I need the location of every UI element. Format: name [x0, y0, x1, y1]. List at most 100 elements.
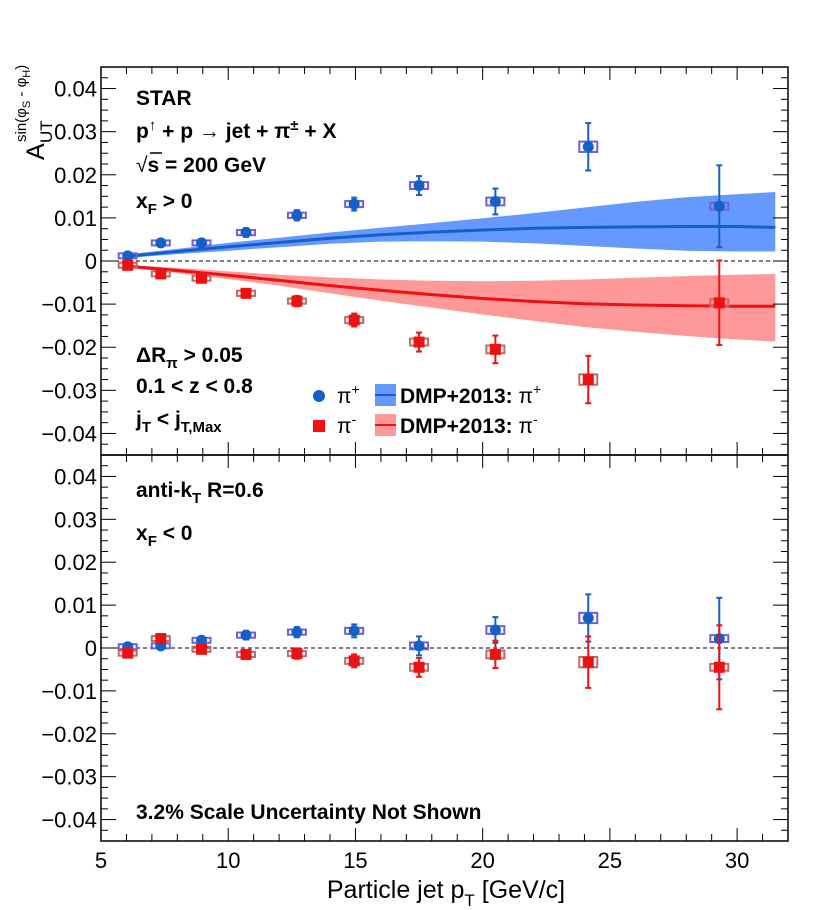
marker-square	[489, 343, 501, 355]
marker-circle	[196, 237, 208, 249]
top-pi-minus-point	[709, 259, 730, 347]
annotation: STAR	[136, 87, 192, 110]
annotation: 3.2% Scale Uncertainty Not Shown	[136, 801, 481, 824]
marker-circle	[348, 198, 360, 210]
annotation: ΔRπ > 0.05	[136, 344, 243, 372]
annotation: xF < 0	[136, 522, 192, 550]
legend-label-pi-minus: π-	[337, 411, 357, 438]
theory-band-1	[126, 264, 776, 342]
bottom-pi-plus-point	[286, 625, 307, 639]
y-tick-label: 0	[85, 249, 97, 274]
y-tick-label: −0.03	[41, 765, 97, 790]
y-tick-label: 0.01	[54, 593, 97, 618]
annotation: p↑ + p → jet + π± + X	[136, 117, 336, 143]
marker-circle	[291, 626, 303, 638]
y-tick-label: 0.03	[54, 507, 97, 532]
marker-square	[348, 655, 360, 667]
marker-square	[582, 374, 594, 386]
x-tick-label: 30	[725, 848, 749, 873]
bottom-pi-minus-point	[709, 624, 730, 711]
top-pi-plus-point	[578, 122, 599, 172]
y-tick-label: −0.03	[41, 378, 97, 403]
annotation: jT < jT,Max	[135, 408, 222, 436]
y-title-sup: sin(φS - φH)	[13, 65, 33, 142]
top-pi-plus-point	[344, 196, 365, 212]
bottom-pi-plus-point	[344, 623, 365, 639]
legend: π+ π- DMP+2013: π+ DMP+2013: π-	[313, 381, 541, 438]
axes-layer	[100, 66, 789, 842]
y-title-A: A	[22, 143, 50, 160]
bottom-pi-plus-point	[485, 616, 506, 644]
y-tick-label: −0.02	[41, 335, 97, 360]
marker-circle	[240, 227, 252, 239]
x-tick-label: 20	[470, 848, 494, 873]
y-tick-label: −0.04	[41, 808, 97, 833]
marker-square	[413, 336, 425, 348]
annotation: anti-kT R=0.6	[136, 479, 264, 507]
legend-label-pi-plus: π+	[337, 381, 360, 408]
theory-curve-0	[126, 225, 776, 258]
marker-circle	[413, 640, 425, 652]
top-pi-plus-point	[485, 187, 506, 216]
legend-label-theory-1: DMP+2013: π-	[400, 411, 538, 438]
annotation: √s = 200 GeV	[136, 154, 266, 177]
bottom-pi-minus-point	[236, 648, 257, 660]
bottom-pi-minus-point	[578, 635, 599, 689]
bottom-pi-minus-point	[485, 639, 506, 670]
top-pi-minus-point	[117, 259, 138, 271]
y-tick-label: −0.01	[41, 292, 97, 317]
marker-square	[155, 633, 167, 645]
y-tick-label: 0	[85, 636, 97, 661]
y-tick-label: 0.01	[54, 206, 97, 231]
marker-square	[240, 287, 252, 299]
marker-circle	[713, 200, 725, 212]
marker-square	[122, 259, 134, 271]
theory-curve-1	[126, 264, 776, 308]
bottom-pi-minus-point	[286, 647, 307, 660]
labels-layer: 0.04 0.03 0.02 0.01 0 −0.01 −0.02 −0.03 −0.04 0.0…	[13, 65, 749, 910]
marker-square	[582, 656, 594, 668]
bottom-panel	[101, 593, 788, 711]
top-pi-plus-point	[709, 164, 730, 249]
bottom-pi-minus-point	[117, 647, 138, 659]
top-pi-plus-point	[117, 250, 138, 262]
y-tick-label: 0.04	[54, 77, 97, 102]
marker-square	[348, 314, 360, 326]
bottom-pi-minus-point	[344, 653, 365, 669]
legend-marker-pi-plus	[313, 390, 325, 402]
bottom-pi-minus-point	[409, 656, 430, 678]
marker-square	[240, 648, 252, 660]
top-plot-area	[101, 122, 788, 405]
marker-circle	[582, 612, 594, 624]
marker-circle	[489, 624, 501, 636]
top-panel	[101, 122, 788, 405]
marker-circle	[582, 141, 594, 153]
top-pi-minus-point	[236, 287, 257, 299]
marker-circle	[196, 634, 208, 646]
annotation: xF > 0	[136, 190, 192, 218]
y-tick-label: −0.04	[41, 421, 97, 446]
marker-square	[122, 647, 134, 659]
x-axis-title: Particle jet pT [GeV/c]	[327, 876, 565, 910]
top-pi-minus-point	[191, 272, 212, 284]
x-tick-label: 15	[343, 848, 367, 873]
marker-square	[489, 648, 501, 660]
y-title-sub: UT	[37, 120, 56, 143]
top-pi-plus-point	[409, 175, 430, 197]
marker-square	[291, 648, 303, 660]
x-tick-label: 10	[216, 848, 240, 873]
y-tick-label: −0.02	[41, 722, 97, 747]
top-pi-minus-point	[150, 268, 171, 280]
marker-circle	[155, 237, 167, 249]
top-pi-plus-point	[150, 237, 171, 249]
marker-square	[196, 272, 208, 284]
top-pi-minus-point	[286, 294, 307, 308]
bottom-pi-plus-point	[409, 635, 430, 657]
legend-label-theory-0: DMP+2013: π+	[400, 381, 541, 408]
top-pi-plus-point	[236, 227, 257, 239]
top-pi-minus-point	[344, 312, 365, 328]
marker-square	[413, 661, 425, 673]
bottom-pi-minus-point	[191, 643, 212, 655]
top-pi-minus-point	[409, 331, 430, 353]
